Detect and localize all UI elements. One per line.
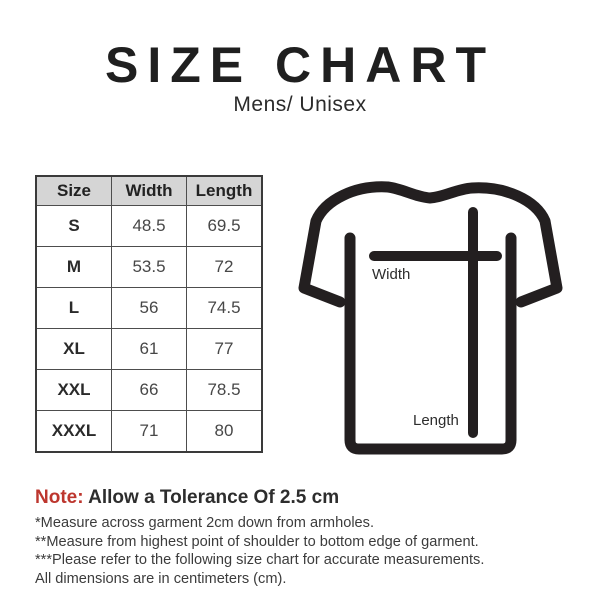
- table-row: XXXL 71 80: [35, 410, 263, 453]
- table-row: L 56 74.5: [35, 287, 263, 329]
- cell-length: 69.5: [186, 205, 263, 247]
- footnote: **Measure from highest point of shoulder…: [35, 533, 479, 550]
- table-row: M 53.5 72: [35, 246, 263, 288]
- cell-width: 71: [111, 410, 187, 453]
- cell-width: 56: [111, 287, 187, 329]
- footnote: All dimensions are in centimeters (cm).: [35, 570, 287, 587]
- footnote: *Measure across garment 2cm down from ar…: [35, 515, 375, 531]
- table-row: XL 61 77: [35, 328, 263, 370]
- table-header-row: Size Width Length: [35, 175, 263, 206]
- tshirt-body: [344, 232, 517, 455]
- page-subtitle: Mens/ Unisex: [233, 93, 367, 116]
- column-header-width: Width: [111, 175, 187, 206]
- column-header-size: Size: [35, 175, 112, 206]
- footnote: ***Please refer to the following size ch…: [35, 552, 485, 569]
- cell-length: 80: [186, 410, 263, 453]
- table-row: S 48.5 69.5: [35, 205, 263, 247]
- size-chart-table: Size Width Length S 48.5 69.5 M 53.5 72 …: [35, 175, 263, 453]
- cell-length: 77: [186, 328, 263, 370]
- cell-width: 48.5: [111, 205, 187, 247]
- cell-width: 53.5: [111, 246, 187, 288]
- cell-size: XL: [35, 328, 112, 370]
- cell-length: 72: [186, 246, 263, 288]
- width-label: Width: [372, 266, 410, 283]
- page-title: SIZE CHART: [105, 37, 495, 93]
- note: Note: Allow a Tolerance Of 2.5 cm: [35, 487, 339, 509]
- cell-length: 74.5: [186, 287, 263, 329]
- cell-width: 61: [111, 328, 187, 370]
- note-text: Allow a Tolerance Of 2.5 cm: [83, 487, 340, 508]
- note-label: Note:: [35, 487, 84, 508]
- cell-size: XXL: [35, 369, 112, 411]
- column-header-length: Length: [186, 175, 263, 206]
- tshirt-diagram-icon: Width Length: [298, 181, 563, 455]
- cell-size: M: [35, 246, 112, 288]
- cell-length: 78.5: [186, 369, 263, 411]
- length-label: Length: [413, 412, 459, 429]
- cell-size: S: [35, 205, 112, 247]
- cell-width: 66: [111, 369, 187, 411]
- footnotes: *Measure across garment 2cm down from ar…: [35, 514, 484, 588]
- cell-size: XXXL: [35, 410, 112, 453]
- tshirt-outline: [298, 181, 563, 308]
- table-row: XXL 66 78.5: [35, 369, 263, 411]
- cell-size: L: [35, 287, 112, 329]
